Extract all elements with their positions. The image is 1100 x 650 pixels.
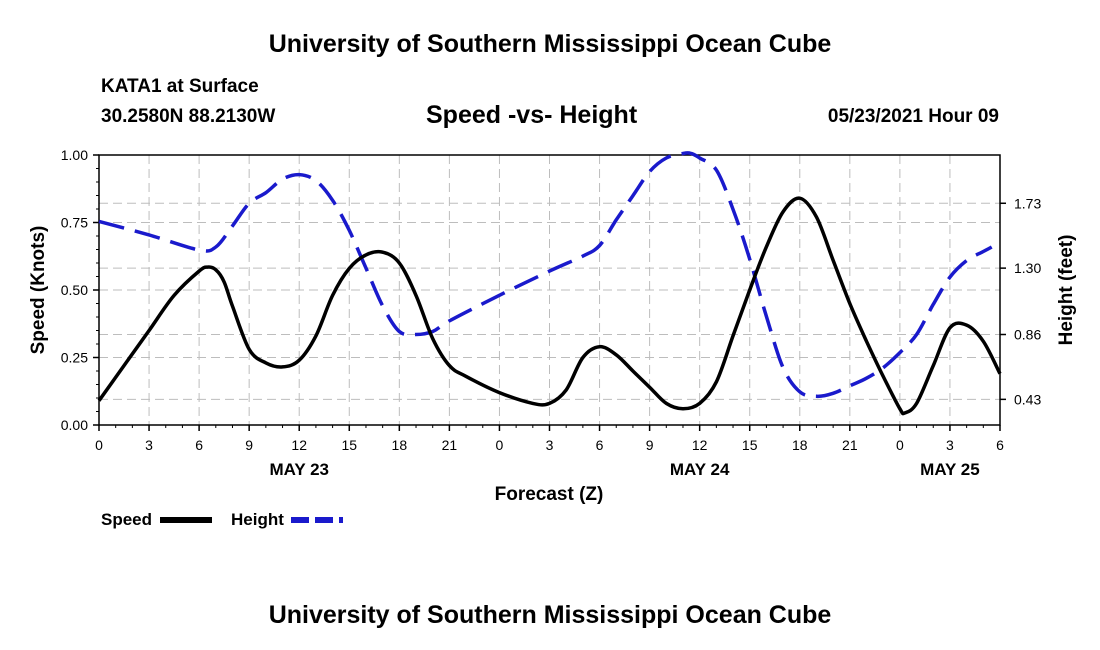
y-axis-left-label: Speed (Knots) — [28, 226, 49, 355]
x-tick-label: 18 — [792, 437, 808, 453]
date-label: MAY 25 — [920, 460, 980, 479]
x-axis-label: Forecast (Z) — [495, 484, 604, 505]
page-title-bottom: University of Southern Mississippi Ocean… — [268, 601, 832, 629]
x-tick-label: 3 — [546, 437, 554, 453]
legend-height-label: Height — [231, 510, 284, 529]
y-axis-right-label: Height (feet) — [1056, 235, 1077, 346]
x-tick-label: 3 — [946, 437, 954, 453]
x-tick-label: 6 — [996, 437, 1004, 453]
y-right-tick-label: 0.86 — [1014, 326, 1041, 342]
speed-series-line — [97, 196, 1002, 416]
grid-layer — [99, 155, 1000, 425]
y-right-tick-label: 1.30 — [1014, 260, 1041, 276]
x-tick-label: 9 — [646, 437, 654, 453]
y-left-tick-label: 0.50 — [61, 282, 88, 298]
x-tick-label: 21 — [842, 437, 858, 453]
y-left-tick-label: 1.00 — [61, 147, 88, 163]
series-layer — [97, 151, 1002, 416]
x-tick-label: 12 — [692, 437, 708, 453]
x-tick-label: 3 — [145, 437, 153, 453]
date-label: MAY 24 — [670, 460, 730, 479]
x-tick-label: 0 — [496, 437, 504, 453]
y-left-tick-label: 0.25 — [61, 350, 88, 366]
y-right-tick-label: 1.73 — [1014, 195, 1041, 211]
speed-height-chart: 0 3 6 9 12 15 18 21 0 3 6 9 12 15 18 21 0 3 6 0.00 0.25 0.50 0… — [28, 147, 1077, 529]
y-left-tick-label: 0.75 — [61, 215, 88, 231]
station-coords: 30.2580N 88.2130W — [101, 106, 276, 127]
x-tick-label: 0 — [95, 437, 103, 453]
x-tick-label: 15 — [742, 437, 758, 453]
x-tick-label: 6 — [195, 437, 203, 453]
x-tick-label: 21 — [442, 437, 458, 453]
x-tick-label: 6 — [596, 437, 604, 453]
x-tick-label: 9 — [245, 437, 253, 453]
x-tick-label: 15 — [341, 437, 357, 453]
x-tick-label: 12 — [291, 437, 307, 453]
y-right-tick-label: 0.43 — [1014, 391, 1041, 407]
x-tick-label: 18 — [392, 437, 408, 453]
x-tick-label: 0 — [896, 437, 904, 453]
ticks-layer — [93, 154, 1006, 431]
date-label: MAY 23 — [269, 460, 329, 479]
chart-title: Speed -vs- Height — [426, 101, 638, 129]
y-left-tick-label: 0.00 — [61, 417, 88, 433]
page-title-top: University of Southern Mississippi Ocean… — [268, 30, 832, 58]
station-label: KATA1 at Surface — [101, 76, 259, 97]
height-series-line — [98, 151, 993, 399]
legend: Speed Height — [101, 510, 343, 529]
labels-layer: 0 3 6 9 12 15 18 21 0 3 6 9 12 15 18 21 0 3 6 0.00 0.25 0.50 0… — [61, 147, 1042, 479]
forecast-datetime: 05/23/2021 Hour 09 — [827, 106, 999, 127]
legend-speed-label: Speed — [101, 510, 152, 529]
